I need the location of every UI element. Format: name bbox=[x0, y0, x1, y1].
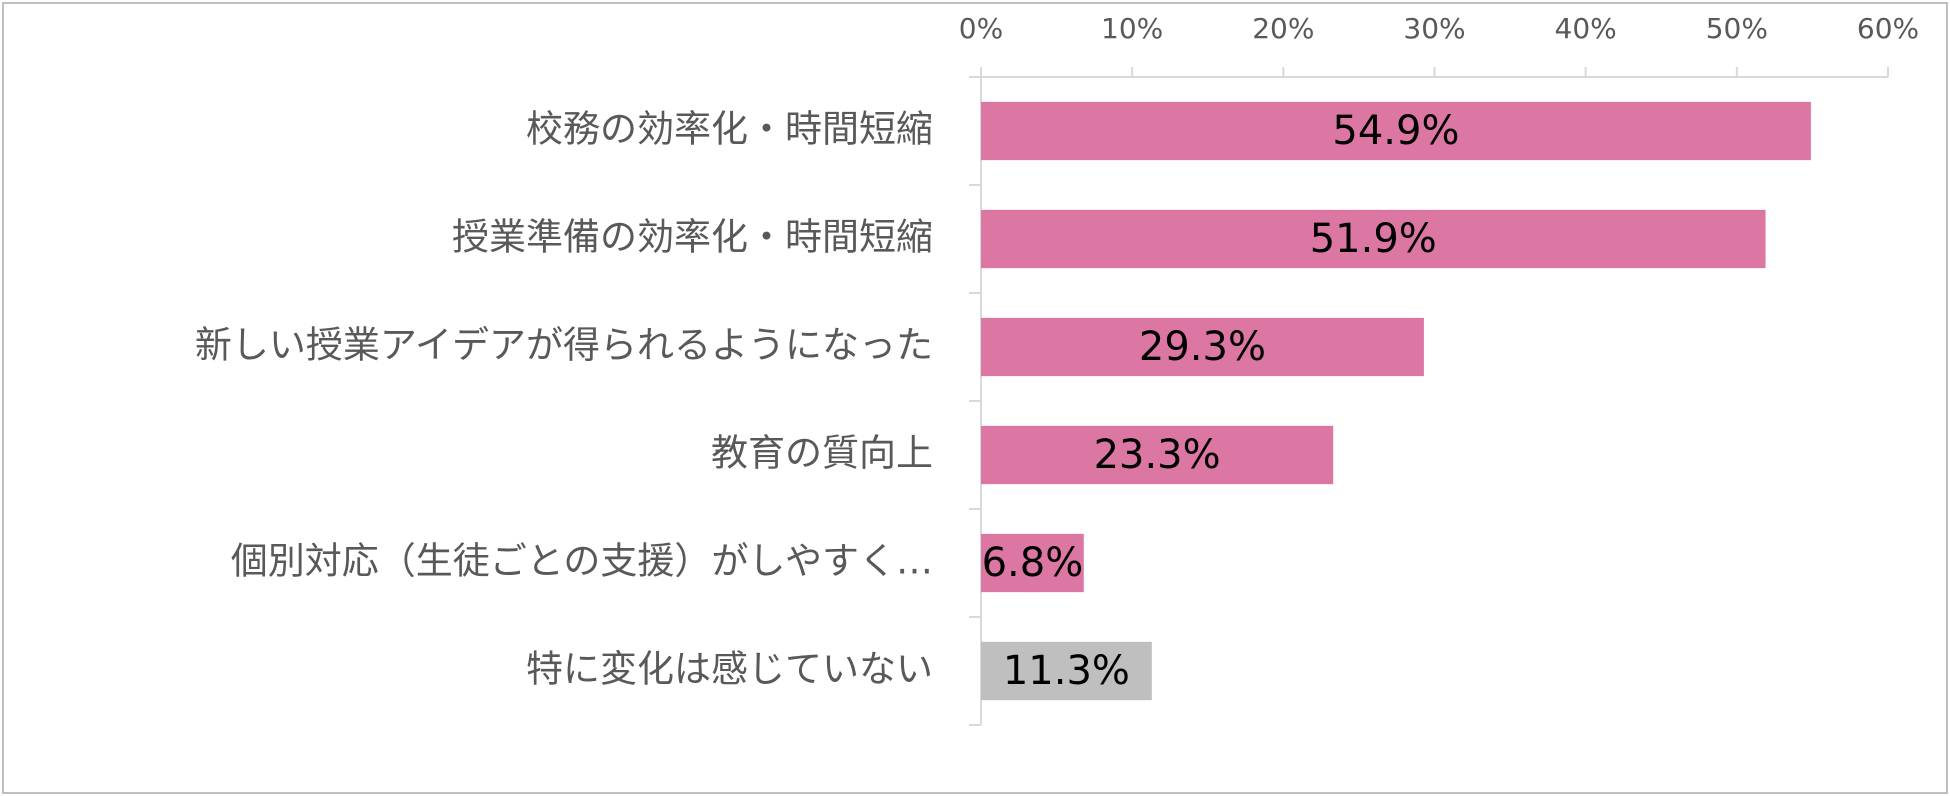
value-label: 11.3% bbox=[1003, 648, 1130, 694]
x-tick-label: 60% bbox=[1857, 12, 1919, 45]
value-label: 23.3% bbox=[1094, 432, 1221, 478]
y-tick-label: 新しい授業アイデアが得られるようになった bbox=[195, 324, 933, 367]
bar bbox=[981, 641, 1152, 701]
x-tick-label: 40% bbox=[1555, 12, 1617, 45]
y-tick-label: 個別対応（生徒ごとの支援）がしやすく… bbox=[231, 540, 933, 583]
bar bbox=[981, 209, 1766, 269]
bar bbox=[981, 533, 1084, 593]
x-tick-label: 0% bbox=[959, 12, 1003, 45]
x-tick-label: 50% bbox=[1706, 12, 1768, 45]
x-tick-label: 10% bbox=[1101, 12, 1163, 45]
y-tick-label: 授業準備の効率化・時間短縮 bbox=[452, 216, 933, 259]
y-tick-label: 教育の質向上 bbox=[711, 432, 933, 475]
y-tick-label: 特に変化は感じていない bbox=[526, 648, 933, 691]
bar bbox=[981, 425, 1334, 485]
y-tick-label: 校務の効率化・時間短縮 bbox=[526, 108, 933, 151]
value-label: 29.3% bbox=[1139, 324, 1266, 370]
value-label: 54.9% bbox=[1332, 108, 1459, 154]
x-tick-label: 20% bbox=[1252, 12, 1314, 45]
value-label: 51.9% bbox=[1310, 216, 1437, 262]
bar bbox=[981, 101, 1811, 161]
x-tick-label: 30% bbox=[1403, 12, 1465, 45]
value-label: 6.8% bbox=[982, 540, 1084, 586]
bar bbox=[981, 317, 1424, 377]
